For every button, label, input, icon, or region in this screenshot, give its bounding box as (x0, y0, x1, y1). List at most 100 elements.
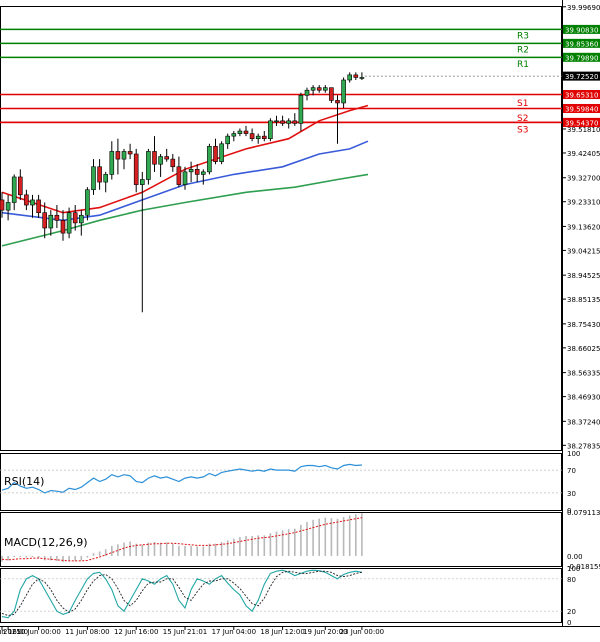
candle-body (231, 133, 237, 137)
candle-body (54, 214, 60, 221)
macd-hist-bar (306, 522, 308, 556)
time-tick-label: 19 Jun 20:00 (303, 628, 347, 636)
macd-hist-bar (147, 542, 150, 556)
macd-hist-bar (62, 555, 64, 563)
macd-hist-bar (159, 542, 162, 556)
macd-hist-bar (275, 531, 278, 556)
candle-body (249, 133, 255, 139)
candle-body (30, 199, 35, 206)
macd-hist-bar (281, 530, 284, 556)
candle-body (347, 74, 353, 81)
level-name-r1: R1 (517, 60, 529, 70)
rsi-line (1, 463, 362, 494)
stoch-tick-label: 100 (567, 565, 580, 573)
candle-body (164, 156, 169, 160)
macd-hist-bar (104, 549, 107, 556)
macd-hist-bar (13, 555, 15, 558)
macd-hist-bar (43, 555, 46, 561)
candle-body (188, 169, 194, 173)
candle-body (341, 79, 346, 104)
macd-hist-bar (98, 551, 101, 556)
candle-body (237, 130, 243, 134)
candle-body (85, 189, 90, 216)
candle-body (66, 212, 72, 234)
candle-body (24, 194, 29, 206)
time-tick-label: 18 Jun 12:00 (260, 628, 304, 636)
macd-hist-bar (348, 515, 351, 556)
candle-body (292, 120, 298, 124)
macd-hist-bar (361, 513, 363, 556)
candle-body (5, 202, 11, 211)
macd-hist-bar (153, 542, 156, 556)
candle-body (115, 151, 121, 160)
level-price-label: 39.90830 (565, 26, 598, 34)
macd-hist-bar (318, 518, 320, 556)
candle-body (274, 120, 279, 123)
macd-hist-bar (74, 555, 76, 561)
candle-body (213, 146, 218, 162)
price-tick-label: 38.46930 (567, 394, 600, 402)
macd-signal-line (1, 517, 362, 562)
price-tick-label: 39.23310 (567, 199, 600, 207)
level-price-label: 39.65310 (565, 92, 598, 100)
macd-hist-bar (37, 555, 40, 559)
price-tick-label: 39.13620 (567, 223, 600, 231)
candle-body (60, 220, 66, 234)
candle-body (304, 89, 310, 96)
level-price-box (563, 90, 600, 100)
candle-body (261, 135, 267, 139)
candle-body (335, 100, 340, 104)
macd-hist-bar (68, 555, 70, 562)
macd-hist-bar (111, 545, 113, 556)
macd-tick-label: -0.018159 (567, 563, 600, 571)
macd-hist-bar (190, 545, 192, 556)
macd-panel-frame (0, 512, 562, 567)
candle-body (79, 214, 84, 224)
candle-body (286, 120, 292, 124)
candle-body (133, 153, 139, 185)
price-tick-label: 38.94525 (567, 272, 600, 280)
candle-body (176, 166, 182, 185)
candle-body (359, 77, 365, 79)
candle-body (158, 156, 163, 165)
macd-hist-bar (300, 524, 302, 556)
level-price-label: 39.79890 (565, 54, 598, 62)
macd-hist-bar (165, 542, 168, 556)
time-tick-label: 15 Jun 21:01 (163, 628, 207, 636)
macd-hist-bar (355, 514, 357, 556)
candle-body (298, 95, 304, 124)
level-name-r2: R2 (517, 46, 529, 56)
price-tick-label: 39.42405 (567, 150, 600, 158)
macd-hist-bar (117, 544, 119, 556)
macd-hist-bar (141, 544, 144, 556)
macd-hist-bar (294, 528, 296, 556)
candle-body (201, 171, 206, 175)
candle-body (121, 151, 127, 160)
price-tick-label: 38.56335 (567, 370, 600, 378)
candle-body (109, 151, 115, 175)
level-price-box (563, 38, 600, 48)
rsi-label: RSI(14) (4, 475, 44, 488)
time-tick-label: 9 Jun 16:00 (0, 628, 28, 636)
rsi-panel-frame (0, 453, 562, 511)
time-tick-label: 9 Jun 2025 (0, 628, 21, 636)
candle-body (243, 130, 249, 134)
macd-hist-bar (287, 529, 290, 556)
macd-hist-bar (135, 543, 137, 556)
candle-body (42, 212, 48, 229)
stoch-tick-label: 0 (567, 619, 571, 627)
candle-body (91, 166, 96, 191)
level-price-label: 39.85360 (565, 40, 598, 48)
macd-hist-bar (208, 543, 211, 556)
rsi-tick-label: 30 (567, 490, 576, 498)
main-panel-frame (0, 6, 562, 451)
candle-body (207, 146, 212, 173)
macd-hist-bar (172, 543, 174, 556)
candle-body (97, 166, 102, 183)
stoch-tick-label: 20 (567, 608, 576, 616)
stoch-tick-label: 80 (567, 576, 576, 584)
macd-hist-bar (239, 537, 241, 556)
price-tick-label: 38.27835 (567, 442, 600, 450)
candle-body (280, 120, 285, 124)
price-tick-label: 39.32700 (567, 175, 600, 183)
